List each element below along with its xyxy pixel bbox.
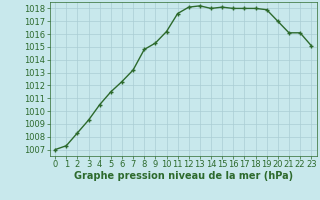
X-axis label: Graphe pression niveau de la mer (hPa): Graphe pression niveau de la mer (hPa)	[74, 171, 293, 181]
